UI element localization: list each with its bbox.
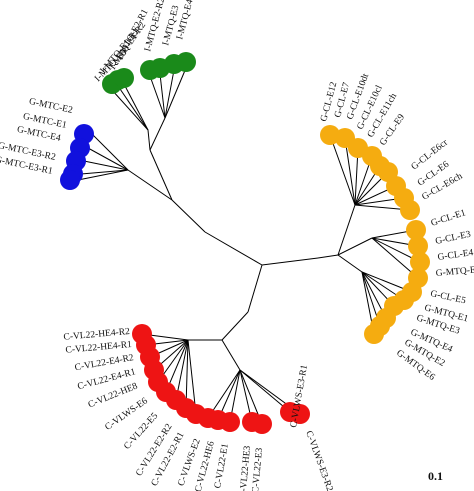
leaf-label-orange: G-CL-E5 xyxy=(429,289,466,306)
tree-branch xyxy=(337,204,356,256)
leaf-label-green: I-MTQ-E4 xyxy=(175,0,195,41)
tree-branch xyxy=(159,73,166,119)
tree-branch xyxy=(317,254,339,259)
tree-branch xyxy=(247,264,263,313)
tree-branch xyxy=(344,137,356,206)
leaf-marker-orange xyxy=(364,324,384,344)
tree-branch xyxy=(329,134,356,206)
leaf-label-red: C-VL22-HE4-R1 xyxy=(65,340,132,356)
tree-branch xyxy=(123,83,149,131)
leaf-label-red: C-VL22-HE3 xyxy=(238,445,253,491)
leaf-label-red: C-VLWS-E3-R2 xyxy=(303,430,334,491)
tree-branch xyxy=(171,199,206,233)
leaf-label-orange: G-CL-E4 xyxy=(437,248,474,263)
leaf-label-blue: G-MTC-E2 xyxy=(28,97,74,116)
tree-branch xyxy=(87,147,129,171)
tree-branch xyxy=(371,237,419,279)
tree-branch xyxy=(239,369,291,413)
tree-branch xyxy=(91,133,129,171)
leaf-label-orange: G-MTQ-E5 xyxy=(435,265,474,279)
tree-branch xyxy=(149,117,166,151)
leaf-marker-red xyxy=(252,414,272,434)
scale-bar-label: 0.1 xyxy=(428,469,443,483)
tree-branch xyxy=(185,339,189,409)
tree-branch xyxy=(83,160,129,171)
tree-branch xyxy=(187,339,197,415)
tree-branch xyxy=(117,85,149,131)
leaf-marker-green xyxy=(176,52,196,72)
tree-branch xyxy=(204,231,263,266)
tree-branch xyxy=(337,254,363,273)
leaf-marker-orange xyxy=(320,125,340,145)
leaf-label-orange: G-CL-E1 xyxy=(430,208,467,229)
tree-branch xyxy=(147,129,151,151)
tree-branch xyxy=(149,149,173,201)
tree-branch xyxy=(149,75,166,119)
leaf-label-red: C-VL22-E3 xyxy=(251,447,265,491)
leaf-marker-orange xyxy=(408,236,428,256)
leaf-marker-blue xyxy=(60,170,80,190)
tree-branch xyxy=(337,237,373,256)
tree-branch xyxy=(77,169,129,181)
tree-branch xyxy=(80,169,129,175)
leaf-marker-red xyxy=(290,404,310,424)
leaf-label-orange: G-CL-E3 xyxy=(435,230,472,247)
leaf-marker-green xyxy=(114,68,134,88)
leaf-marker-orange xyxy=(410,252,430,272)
leaf-markers xyxy=(60,52,430,434)
leaf-label-red: C-VL22-E1 xyxy=(213,443,231,490)
leaf-marker-orange xyxy=(400,200,420,220)
tree-branch xyxy=(221,311,249,341)
tree-branch xyxy=(261,257,319,266)
tree-branch xyxy=(127,169,173,201)
tree-branch xyxy=(164,67,187,119)
tree-branch xyxy=(221,339,241,371)
tree-branch xyxy=(164,69,175,119)
leaf-marker-orange xyxy=(406,220,426,240)
tree-branch xyxy=(175,339,189,401)
leaf-marker-red xyxy=(220,412,240,432)
tree-branch xyxy=(111,89,149,131)
